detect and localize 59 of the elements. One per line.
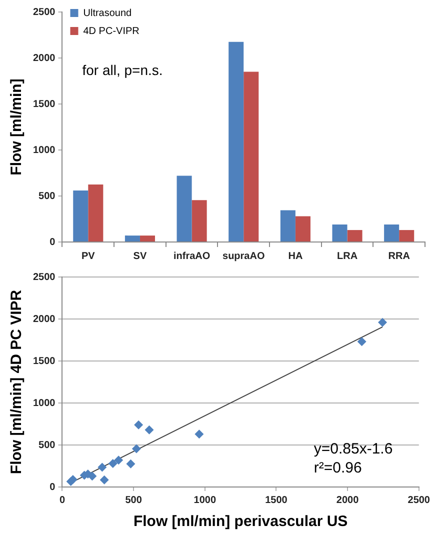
point [134,420,144,430]
bar [124,236,140,242]
annotation: for all, p=n.s. [82,62,163,78]
point [126,459,136,468]
y-tick-label: 0 [50,236,56,248]
point [108,458,118,468]
bar [244,72,259,242]
bar [399,230,414,242]
bar [332,224,348,242]
point [378,318,387,327]
x-tick-label: SV [133,250,147,262]
y-tick-label: 2000 [32,314,56,325]
point [194,430,204,439]
x-tick-label: 0 [59,494,66,506]
x-tick-label: HA [288,250,303,262]
bar [384,224,400,242]
x-tick-label: 2500 [408,494,430,506]
y-tick-label: 2500 [32,6,56,18]
point [357,337,366,346]
bar [176,176,192,242]
x-tick-label: infraAO [173,250,210,262]
y-tick-label: 1500 [32,356,56,367]
y-axis-title: Flow [ml/min] [8,78,26,176]
y-tick-label: 1000 [32,144,56,156]
y-tick-label: 2000 [32,52,56,64]
legend-label: 4D PC-VIPR [83,26,140,37]
y-tick-label: 1000 [32,398,56,409]
y-tick-label: 500 [38,190,56,202]
x-tick-label: 1000 [194,494,216,506]
bar [228,42,244,242]
x-tick-label: 500 [125,494,142,506]
bar [140,236,156,242]
bar [295,216,310,242]
y-tick-label: 1500 [32,98,56,110]
annotation: r²=0.96 [314,460,362,477]
point [98,462,107,472]
y-tick-label: 2500 [32,272,56,283]
x-tick-label: supraAO [222,250,265,262]
x-tick-label: PV [81,250,96,262]
x-axis-title: Flow [ml/min] perivascular US [133,513,348,530]
x-tick-label: 2000 [336,494,360,506]
x-tick-label: LRA [336,250,358,262]
point [144,425,154,434]
point [132,444,141,454]
point [100,475,109,484]
annotation: y=0.85x-1.6 [314,440,393,458]
bar [88,184,104,242]
bar [192,200,207,242]
legend-label: Ultrasound [83,8,132,19]
x-tick-label: 1500 [265,494,288,506]
point [68,474,78,484]
y-axis-title: Flow [ml/min] 4D PC VIPR [8,290,26,474]
point [114,456,124,465]
bar [347,230,362,242]
x-tick-label: RRA [388,250,410,262]
y-tick-label: 500 [38,440,56,451]
y-tick-label: 0 [50,482,56,493]
bar [73,190,88,242]
bar [280,210,296,242]
